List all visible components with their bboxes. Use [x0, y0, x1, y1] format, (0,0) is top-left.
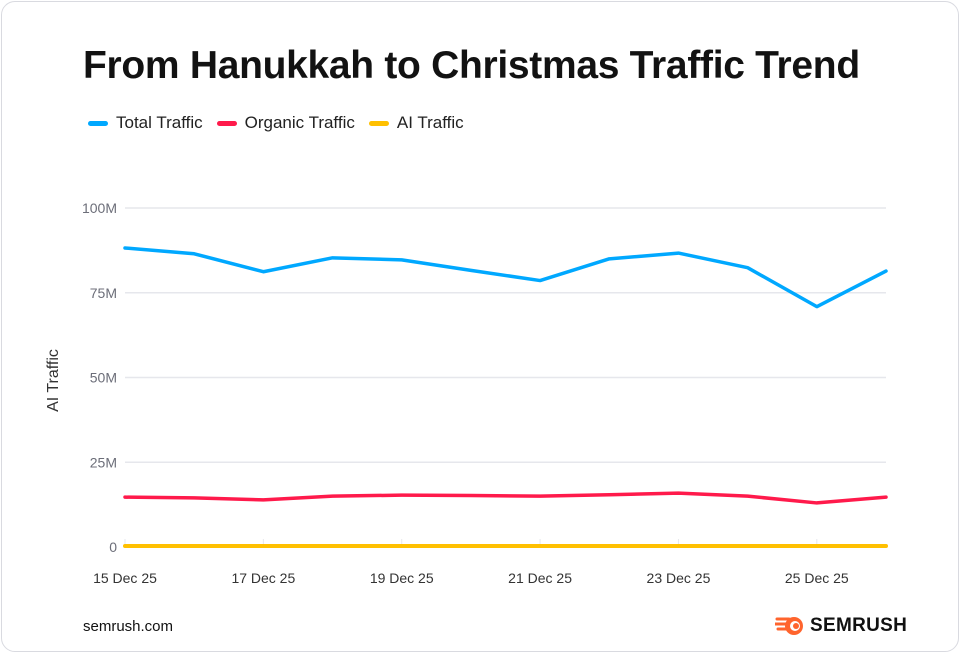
series-line-total-traffic — [123, 246, 888, 309]
legend-label: Organic Traffic — [244, 113, 355, 132]
y-tick-label: 50M — [90, 370, 117, 386]
y-axis-label: AI Traffic — [45, 349, 62, 412]
y-tick-label: 100M — [82, 200, 117, 216]
legend: Total Traffic Organic Traffic AI Traffic — [88, 113, 464, 133]
legend-item-total[interactable]: Total Traffic — [88, 113, 203, 133]
x-tick-label: 19 Dec 25 — [370, 570, 434, 586]
y-tick-label: 25M — [90, 454, 117, 470]
semrush-logo: SEMRUSH — [775, 615, 907, 637]
legend-label: Total Traffic — [116, 113, 203, 132]
x-tick-label: 25 Dec 25 — [785, 570, 849, 586]
x-tick-label: 21 Dec 25 — [508, 570, 572, 586]
series-line-organic-traffic — [123, 491, 888, 505]
source-text: semrush.com — [83, 618, 174, 635]
x-tick-label: 17 Dec 25 — [231, 570, 295, 586]
y-tick-label: 75M — [90, 285, 117, 301]
y-tick-label: 0 — [109, 539, 117, 555]
x-tick-label: 23 Dec 25 — [647, 570, 711, 586]
semrush-flame-icon — [775, 617, 803, 635]
legend-label: AI Traffic — [396, 113, 464, 132]
legend-swatch — [368, 120, 389, 126]
brand-name: SEMRUSH — [810, 615, 908, 636]
x-tick-label: 15 Dec 25 — [93, 570, 157, 586]
chart-title: From Hanukkah to Christmas Traffic Trend — [83, 44, 860, 87]
legend-swatch — [216, 120, 237, 126]
legend-item-ai[interactable]: AI Traffic — [368, 113, 464, 133]
legend-item-organic[interactable]: Organic Traffic — [216, 113, 355, 133]
legend-swatch — [88, 120, 108, 126]
